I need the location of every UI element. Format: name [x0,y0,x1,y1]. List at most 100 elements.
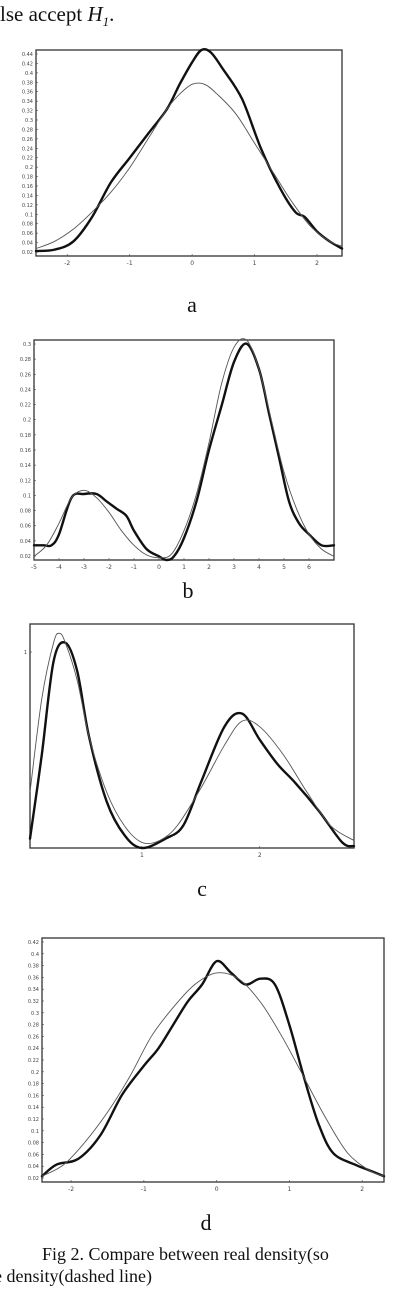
y-tick-label: 0.18 [28,1082,39,1088]
x-tick-label: 0 [157,564,161,571]
y-tick-label: 0.18 [20,433,31,439]
x-tick-label: 1 [253,260,257,267]
y-tick-label: 0.04 [20,539,31,545]
y-tick-label: 0.32 [22,109,33,115]
y-tick-label: 0.06 [20,524,31,530]
y-tick-label: 0.26 [22,137,33,143]
y-tick-label: 0.2 [31,1070,39,1076]
x-tick-label: -1 [131,564,137,571]
y-tick-label: 0.08 [20,509,31,515]
y-tick-label: 0.1 [23,493,31,499]
y-tick-label: 0.4 [31,952,39,958]
y-tick-label: 0.16 [28,1093,39,1099]
y-tick-label: 0.16 [22,184,33,190]
y-tick-label: 0.16 [20,448,31,454]
x-tick-label: -3 [81,564,87,571]
x-tick-label: -4 [56,564,62,571]
y-tick-label: 0.02 [28,1176,39,1182]
density-plot-b: 0.3 0.28 0.26 0.24 0.22 0.2 0.18 0.16 0.14 0.12 0.… [8,336,338,576]
y-tick-label: 0.06 [28,1152,39,1158]
plot-label-a: a [187,292,197,317]
y-tick-label: 0.24 [20,387,31,393]
y-tick-label: 0.3 [25,118,33,124]
y-tick-label: 0.06 [22,231,33,237]
x-tick-label: 3 [232,564,236,571]
x-tick-label: 2 [315,260,319,267]
top-text-suffix: . [109,2,115,26]
x-tick-label: -1 [141,1186,147,1193]
y-tick-label: 0.22 [28,1058,39,1064]
y-tick-label: 0.02 [22,250,33,256]
density-plot-a: 0.44 0.42 0.4 0.38 0.36 0.34 0.32 0.3 0.28 0.26 0.… [8,42,346,280]
x-tick-label: -5 [31,564,37,571]
y-tick-label: 0.36 [28,975,39,981]
y-tick-label: 0.2 [23,418,31,424]
x-tick-label: -2 [64,260,70,267]
y-tick-label: 0.1 [25,212,33,218]
x-tick-label: 1 [182,564,186,571]
y-tick-label: 0.18 [22,175,33,181]
top-text-prefix: lse accept [0,2,83,26]
y-tick-label: 0.3 [23,342,31,348]
fitted-density-curve-c [29,632,355,845]
x-tick-label: 2 [207,564,211,571]
fitted-density-curve-d [41,972,385,1177]
y-tick-label: 0.42 [22,61,33,67]
y-tick-label: 0.38 [28,964,39,970]
top-text-line: lse accept H1. [0,2,114,30]
y-tick-label: 0.04 [28,1164,39,1170]
y-tick-label: 0.26 [28,1034,39,1040]
y-tick-label: 0.24 [28,1046,39,1052]
y-tick-label: 0.08 [22,222,33,228]
y-tick-label: 1 [24,650,27,656]
x-tick-label: -1 [127,260,133,267]
y-tick-label: 0.22 [22,156,33,162]
x-tick-label: 5 [282,564,286,571]
y-tick-label: 0.08 [28,1141,39,1147]
real-density-curve-d [40,959,386,1178]
x-tick-label: 1 [140,852,144,859]
x-tick-label: 4 [257,564,261,571]
y-tick-label: 0.32 [28,999,39,1005]
x-tick-label: -2 [68,1186,74,1193]
y-tick-label: 0.12 [20,478,31,484]
plot-label-d: d [200,1210,212,1235]
y-tick-label: 0.3 [31,1011,39,1017]
x-tick-label: 0 [190,260,194,267]
y-tick-label: 0.02 [20,554,31,560]
y-tick-label: 0.04 [22,241,33,247]
plot-frame-a [35,49,343,257]
x-tick-label: 0 [215,1186,219,1193]
plot-label-c: c [197,876,207,901]
figure-caption-line-2: e density(dashed line) [0,1266,152,1286]
y-tick-label: 0.4 [25,71,33,77]
y-tick-label: 0.24 [22,146,33,152]
fitted-density-curve-b [33,338,335,559]
y-tick-label: 0.14 [28,1105,39,1111]
hypothesis-symbol: H1 [87,2,110,30]
x-tick-label: 2 [258,852,262,859]
y-tick-label: 0.42 [28,940,39,946]
y-tick-label: 0.36 [22,90,33,96]
density-plot-c: 1 1 2 [8,620,360,864]
y-tick-label: 0.14 [20,463,31,469]
y-tick-label: 0.34 [22,99,33,105]
real-density-curve-b [32,342,336,562]
y-tick-label: 0.14 [22,193,33,199]
density-plot-d: 0.42 0.4 0.38 0.36 0.34 0.32 0.3 0.28 0.26 0.24 0.… [8,934,388,1204]
y-tick-label: 0.26 [20,372,31,378]
x-tick-label: 1 [287,1186,291,1193]
y-tick-label: 0.38 [22,80,33,86]
y-tick-label: 0.34 [28,987,39,993]
plot-frame-b [33,339,335,561]
y-tick-label: 0.28 [28,1023,39,1029]
fitted-density-curve-a [35,82,343,250]
plot-frame-c [29,623,355,849]
x-tick-label: 6 [307,564,311,571]
x-tick-label: 2 [360,1186,364,1193]
y-tick-label: 0.2 [25,165,33,171]
y-tick-label: 0.12 [22,203,33,209]
figure-caption-line-1: Fig 2. Compare between real density(so [42,1244,329,1264]
plot-label-b: b [182,578,194,603]
y-tick-label: 0.22 [20,403,31,409]
